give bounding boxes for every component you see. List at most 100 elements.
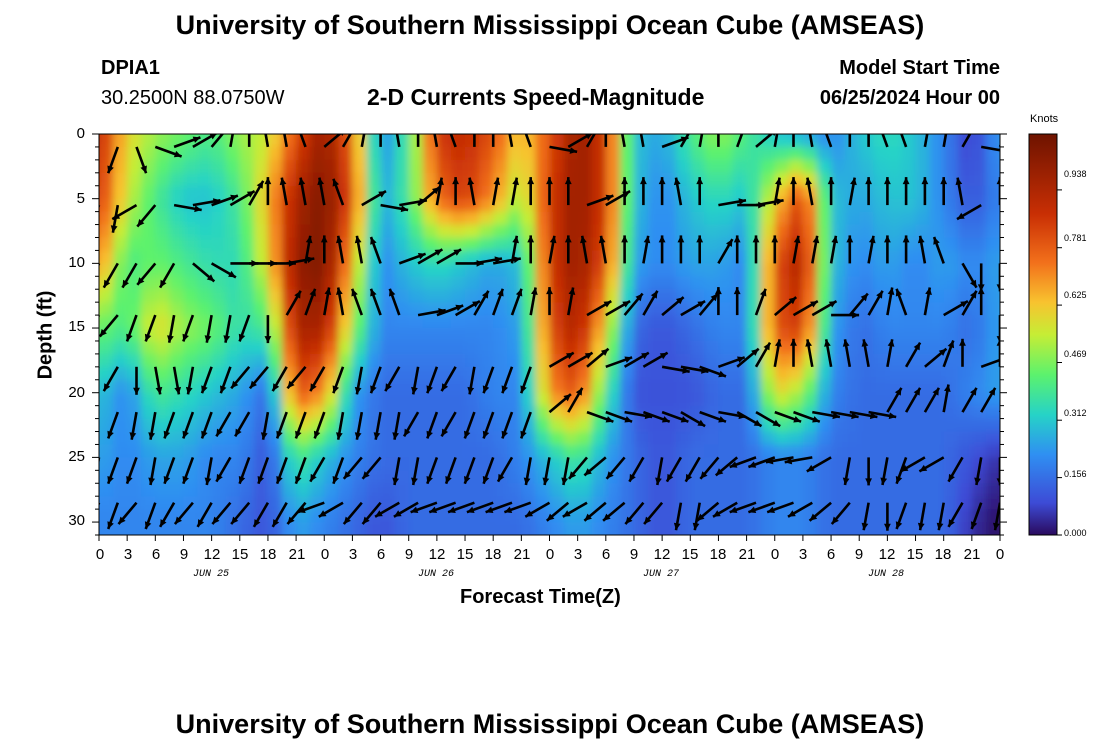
heatmap-cell bbox=[211, 341, 227, 355]
heatmap-cell bbox=[436, 444, 452, 459]
current-vector bbox=[297, 501, 325, 514]
heatmap-cell bbox=[225, 146, 241, 161]
heatmap-cell bbox=[957, 470, 973, 484]
heatmap-cell bbox=[774, 431, 790, 446]
heatmap-cell bbox=[212, 535, 227, 549]
current-vector bbox=[510, 235, 519, 264]
heatmap-cell bbox=[394, 289, 410, 303]
heatmap-cell bbox=[479, 237, 494, 252]
heatmap-cell bbox=[310, 431, 326, 446]
heatmap-cell bbox=[169, 366, 185, 381]
heatmap-cell bbox=[183, 250, 199, 265]
heatmap-cell bbox=[634, 418, 649, 433]
heatmap-cell bbox=[267, 224, 283, 239]
heatmap-cell bbox=[676, 263, 692, 278]
vector-head bbox=[629, 473, 636, 482]
heatmap-cell bbox=[436, 198, 452, 213]
vector-head bbox=[336, 432, 343, 440]
vector-head bbox=[513, 256, 521, 264]
heatmap-cell bbox=[451, 211, 466, 226]
current-vector bbox=[501, 366, 514, 394]
heatmap-cell bbox=[943, 250, 959, 265]
heatmap-cell bbox=[197, 444, 213, 459]
current-vector bbox=[970, 502, 983, 530]
heatmap-cell bbox=[113, 470, 128, 484]
heatmap-cell bbox=[493, 535, 508, 549]
heatmap-cell bbox=[704, 470, 720, 484]
current-vector bbox=[503, 501, 532, 514]
heatmap-cell bbox=[479, 341, 494, 355]
vector-head bbox=[392, 119, 399, 126]
heatmap-cell bbox=[1000, 328, 1015, 342]
current-vector bbox=[304, 288, 317, 316]
vector-head bbox=[860, 293, 868, 302]
current-vector bbox=[392, 119, 401, 148]
heatmap-cell bbox=[746, 134, 762, 135]
vector-head bbox=[824, 339, 831, 347]
heatmap-cell bbox=[943, 315, 959, 329]
heatmap-cell bbox=[887, 353, 903, 368]
heatmap-cell bbox=[929, 431, 945, 446]
vector-head bbox=[336, 235, 343, 244]
current-vector bbox=[680, 299, 706, 317]
heatmap-cell bbox=[915, 172, 931, 187]
current-vector bbox=[917, 502, 927, 531]
heatmap-cell bbox=[577, 522, 593, 535]
heatmap-cell bbox=[436, 392, 452, 407]
current-vector bbox=[564, 177, 572, 206]
heatmap-cell bbox=[99, 405, 100, 420]
heatmap-cell bbox=[211, 159, 227, 174]
vector-head bbox=[520, 430, 527, 439]
heatmap-cell bbox=[409, 535, 424, 549]
heatmap-cell bbox=[282, 237, 297, 252]
heatmap-cell bbox=[676, 134, 692, 135]
heatmap-cell bbox=[380, 302, 396, 316]
current-vector bbox=[392, 411, 401, 440]
heatmap-cell bbox=[831, 444, 846, 459]
current-vector bbox=[567, 387, 584, 413]
heatmap-cell bbox=[239, 483, 255, 497]
heatmap-cell bbox=[493, 146, 509, 161]
heatmap-cell bbox=[634, 470, 649, 484]
heatmap-cell bbox=[211, 522, 227, 535]
heatmap-cell bbox=[225, 237, 241, 252]
heatmap-cell bbox=[451, 224, 466, 239]
heatmap-cell bbox=[324, 237, 340, 252]
heatmap-cell bbox=[605, 276, 621, 290]
heatmap-cell bbox=[690, 276, 706, 290]
heatmap-cell bbox=[99, 263, 100, 278]
vector-head bbox=[595, 123, 601, 131]
heatmap-cell bbox=[845, 444, 860, 459]
vector-head bbox=[261, 119, 268, 126]
heatmap-cell bbox=[183, 185, 199, 200]
heatmap-cell bbox=[394, 328, 410, 342]
current-vector bbox=[943, 299, 969, 317]
heatmap-cell bbox=[704, 237, 720, 252]
heatmap-cell bbox=[915, 146, 931, 161]
heatmap-cell bbox=[760, 353, 776, 368]
heatmap-cell bbox=[774, 483, 790, 497]
heatmap-cell bbox=[338, 496, 354, 510]
current-vector bbox=[388, 288, 401, 316]
heatmap-cell bbox=[634, 276, 649, 290]
heatmap-cell bbox=[662, 522, 677, 535]
heatmap-cell bbox=[535, 276, 551, 290]
heatmap-cell bbox=[831, 224, 846, 239]
heatmap-cell bbox=[971, 250, 987, 265]
vector-head bbox=[846, 119, 853, 126]
heatmap-cell bbox=[479, 276, 494, 290]
heatmap-cell bbox=[619, 444, 635, 459]
current-vector bbox=[848, 292, 869, 316]
heatmap-cell bbox=[324, 198, 340, 213]
vector-head bbox=[751, 348, 759, 356]
current-vector bbox=[426, 411, 439, 439]
heatmap-cell bbox=[957, 146, 973, 161]
current-vector bbox=[936, 502, 945, 531]
vector-head bbox=[888, 412, 897, 420]
heatmap-cell bbox=[380, 353, 396, 368]
heatmap-cell bbox=[408, 134, 424, 135]
heatmap-cell bbox=[380, 405, 396, 420]
heatmap-cell bbox=[1000, 380, 1015, 394]
heatmap-cell bbox=[267, 366, 283, 381]
heatmap-cell bbox=[788, 522, 804, 535]
